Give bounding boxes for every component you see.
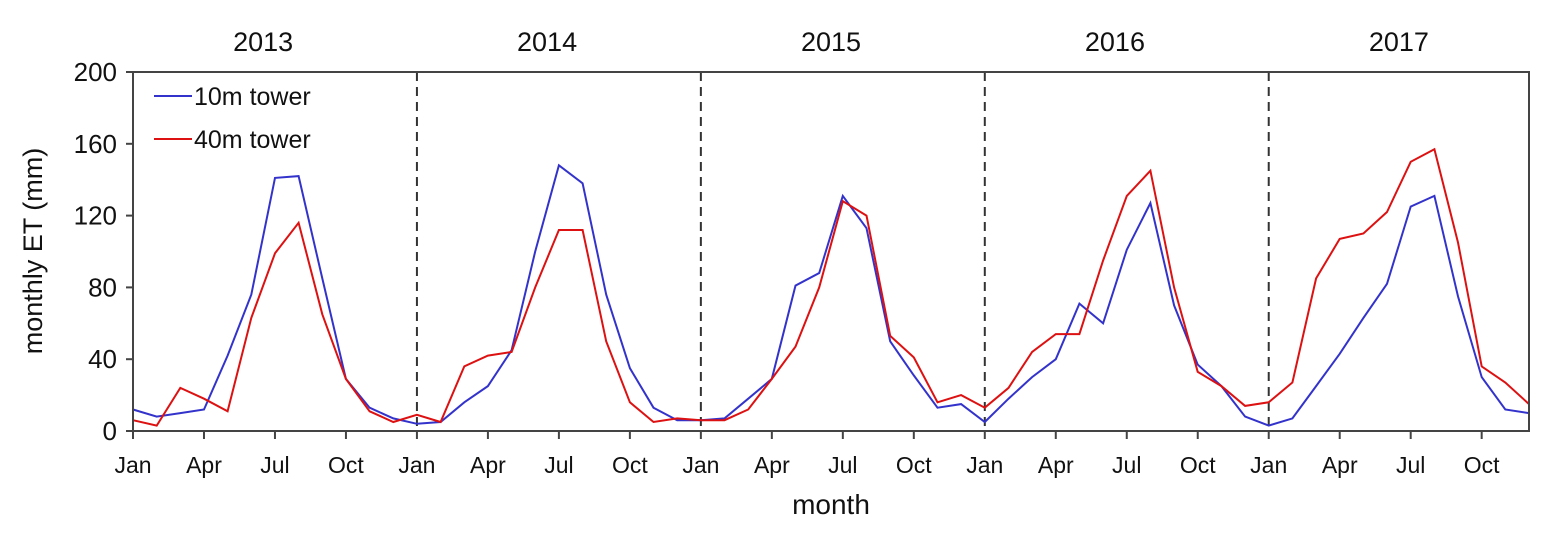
x-tick-label: Jul [544,452,573,478]
x-tick-label: Apr [1322,452,1358,478]
y-tick-label: 200 [74,57,117,87]
x-tick-label: Jul [1396,452,1425,478]
y-axis-label: monthly ET (mm) [18,148,48,355]
series-line [132,147,1530,427]
series-lines [132,147,1530,427]
year-label: 2015 [801,27,861,57]
x-tick-label: Oct [612,452,648,478]
x-axis-label: month [792,489,870,520]
x-tick-label: Apr [1038,452,1074,478]
x-tick-label: Oct [1464,452,1500,478]
x-tick-label: Apr [186,452,222,478]
year-labels: 2013 2014 2015 2016 2017 [233,27,1429,57]
y-tick-label: 0 [103,416,117,446]
legend-label: 40m tower [194,126,311,154]
x-tick-label: Apr [470,452,506,478]
year-label: 2017 [1369,27,1429,57]
x-tick-label: Jul [828,452,857,478]
year-label: 2013 [233,27,293,57]
year-separators [415,72,1270,431]
x-tick-label: Jan [682,452,719,478]
x-tick-label: Oct [896,452,932,478]
x-tick-label: Jan [114,452,151,478]
series-line [132,163,1530,427]
x-tick-label: Jan [966,452,1003,478]
x-tick-label: Oct [1180,452,1216,478]
x-tick-label: Oct [328,452,364,478]
legend-label: 10m tower [194,83,311,111]
y-tick-label: 40 [88,344,117,374]
x-tick-label: Jul [260,452,289,478]
x-axis: Jan Apr Jul Oct Jan Apr Jul Oct Jan Apr Jul Oct Jan A… [114,431,1500,478]
x-tick-label: Apr [754,452,790,478]
x-tick-label: Jan [398,452,435,478]
x-tick-label: Jan [1250,452,1287,478]
legend: 10m tower 40m tower [154,83,311,154]
plot-frame [132,71,1530,432]
y-axis: 0 40 80 120 160 200 [74,57,133,446]
year-label: 2014 [517,27,577,57]
y-tick-label: 120 [74,201,117,231]
y-tick-label: 80 [88,272,117,302]
year-label: 2016 [1085,27,1145,57]
y-tick-label: 160 [74,129,117,159]
x-tick-label: Jul [1112,452,1141,478]
